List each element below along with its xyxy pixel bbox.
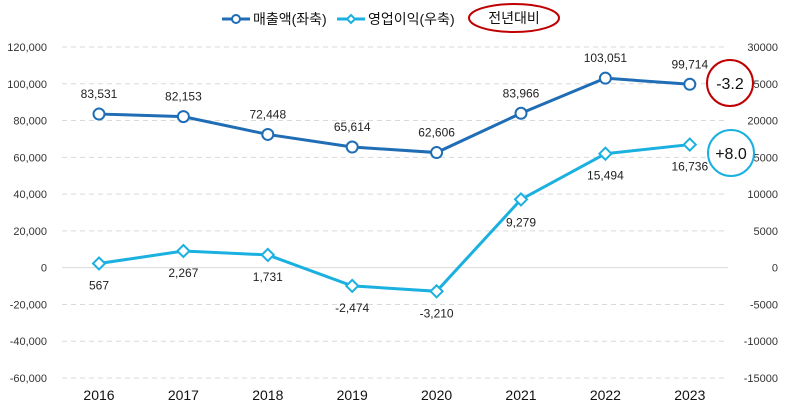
legend-item-sales[interactable]: 매출액(좌축) (222, 11, 327, 27)
right-tick-label: 25000 (747, 79, 778, 91)
yoy-ellipse (468, 3, 560, 33)
right-tick-label: 30000 (747, 42, 778, 54)
gridlines (62, 46, 728, 379)
yoy-change-label: +8.0 (715, 146, 747, 163)
left-tick-label: 100,000 (7, 79, 47, 91)
data-labels: 83,531 82,153 72,448 65,614 62,606 83,966 103,… (81, 51, 709, 320)
data-label: 16,736 (671, 160, 708, 174)
data-label: 99,714 (671, 57, 708, 71)
data-label: -3,210 (420, 306, 454, 320)
x-axis-ticks: 2016 2017 2018 2019 2020 2021 2022 2023 (83, 387, 705, 403)
series-line-sales (98, 76, 690, 155)
data-point (683, 77, 697, 91)
legend-yoy-label: 전년대비 (488, 10, 540, 26)
x-tick-label: 2017 (168, 387, 199, 403)
x-tick-label: 2016 (83, 387, 114, 403)
data-label: 15,494 (587, 169, 624, 183)
data-label: 1,731 (253, 270, 283, 284)
data-point (261, 127, 275, 141)
right-tick-label: 20000 (747, 116, 778, 128)
data-point (260, 247, 276, 263)
data-label: 83,531 (81, 87, 118, 101)
data-point (429, 283, 445, 299)
data-label: 72,448 (249, 107, 286, 121)
data-point (597, 146, 613, 162)
left-tick-label: -20,000 (10, 299, 47, 311)
left-tick-label: 20,000 (13, 226, 47, 238)
data-point (92, 107, 106, 121)
series-lines (91, 71, 698, 299)
x-tick-label: 2022 (590, 387, 621, 403)
right-tick-label: 5000 (754, 226, 778, 238)
yoy-circle (707, 129, 755, 177)
x-tick-label: 2019 (337, 387, 368, 403)
legend: 매출액(좌축) 영업이익(우축) 전년대비 (222, 3, 560, 33)
data-label: -2,474 (335, 301, 369, 315)
left-tick-label: 60,000 (13, 152, 47, 164)
right-tick-label: 10000 (747, 189, 778, 201)
data-label: 2,267 (168, 266, 198, 280)
right-tick-label: -15000 (744, 373, 778, 385)
data-point (345, 140, 359, 154)
series-line-operating-profit (98, 143, 690, 293)
data-point (682, 137, 698, 152)
data-label: 82,153 (165, 90, 202, 104)
data-point (514, 106, 528, 120)
left-tick-label: 120,000 (7, 42, 47, 54)
annotations: -3.2 +8.0 (706, 59, 755, 177)
data-point (175, 243, 191, 259)
data-label: 567 (89, 278, 109, 292)
data-label: 65,614 (334, 120, 371, 134)
yoy-change-label: -3.2 (716, 76, 744, 93)
right-axis-ticks: 30000 25000 20000 15000 10000 5000 0 -5000 -1000… (744, 42, 778, 385)
left-tick-label: 40,000 (13, 189, 47, 201)
data-point (344, 278, 360, 294)
x-tick-label: 2020 (421, 387, 452, 403)
right-tick-label: -10000 (744, 336, 778, 348)
left-tick-label: -40,000 (10, 336, 47, 348)
data-label: 62,606 (418, 126, 455, 140)
data-label: 103,051 (584, 51, 628, 65)
left-axis-ticks: 120,000 100,000 80,000 60,000 40,000 20,000 0 -… (7, 42, 47, 385)
data-point (598, 71, 612, 85)
legend-label-operating-profit: 영업이익(우축) (368, 11, 455, 27)
right-tick-label: 15000 (747, 152, 778, 164)
x-tick-label: 2018 (252, 387, 283, 403)
right-tick-label: 0 (772, 263, 778, 275)
data-point (430, 146, 444, 160)
right-tick-label: -5000 (750, 299, 778, 311)
data-point (513, 191, 529, 207)
left-tick-label: 80,000 (13, 116, 47, 128)
circle-marker-icon (231, 14, 241, 24)
x-tick-label: 2021 (505, 387, 536, 403)
data-label: 83,966 (503, 86, 540, 100)
left-tick-label: 0 (41, 263, 47, 275)
x-tick-label: 2023 (674, 387, 705, 403)
yoy-circle (706, 59, 754, 107)
legend-label-sales: 매출액(좌축) (253, 11, 327, 27)
diamond-marker-icon (345, 13, 357, 25)
legend-item-operating-profit[interactable]: 영업이익(우축) (337, 11, 455, 27)
left-tick-label: -60,000 (10, 373, 47, 385)
data-point (91, 256, 107, 271)
data-label: 9,279 (506, 215, 536, 229)
data-point (176, 110, 190, 124)
